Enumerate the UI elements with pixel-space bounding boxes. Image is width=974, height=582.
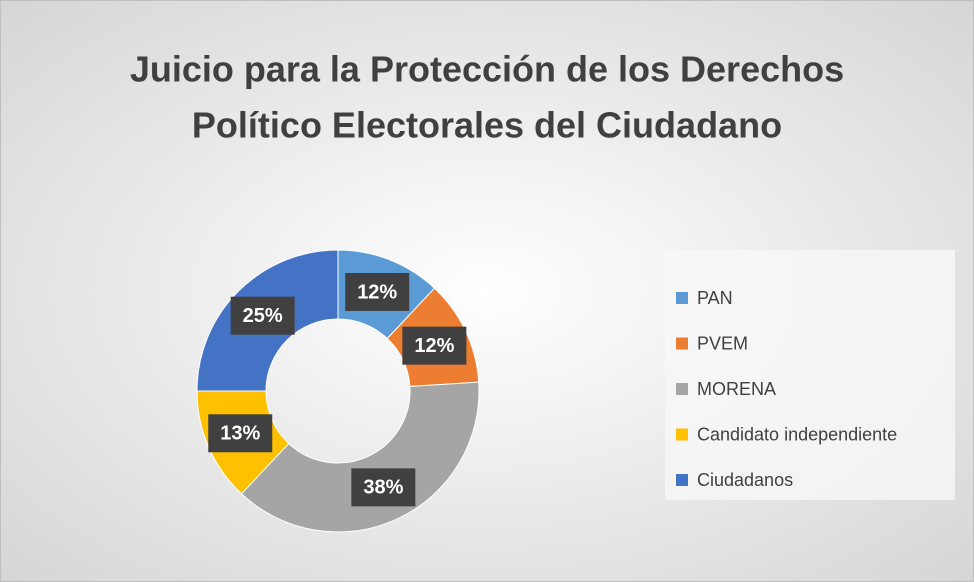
legend-label: PAN [697,288,733,308]
data-label: 38% [363,477,403,499]
chart-title: Juicio para la Protección de los Derecho… [130,49,844,90]
legend-label: MORENA [697,379,776,399]
data-label: 12% [357,281,397,303]
legend-label: PVEM [697,333,748,353]
data-label-box [230,296,295,335]
legend-box [665,250,955,500]
legend-swatch [676,474,688,486]
legend-swatch [676,292,688,304]
data-label: 25% [243,305,283,327]
legend-label: Candidato independiente [697,424,897,444]
donut-segment [240,381,480,533]
data-label-box [208,414,273,453]
data-label: 13% [220,423,260,445]
legend-swatch [676,337,688,350]
chart-title: Político Electorales del Ciudadano [192,105,782,146]
data-label-box [402,326,467,365]
legend-label: Ciudadanos [697,470,793,490]
data-label: 12% [414,335,454,357]
data-label-box [345,272,410,311]
legend-swatch [676,383,688,395]
legend-swatch [676,428,688,441]
data-label-box [351,468,416,507]
